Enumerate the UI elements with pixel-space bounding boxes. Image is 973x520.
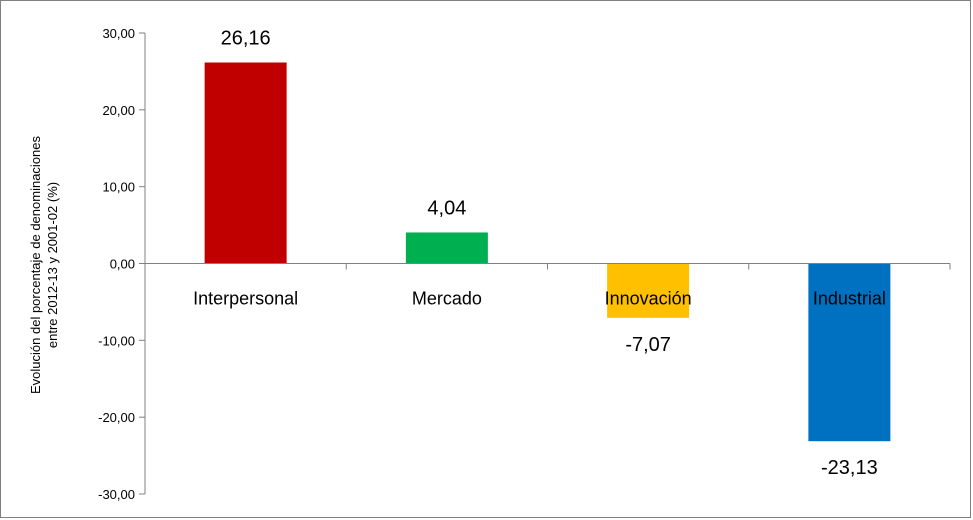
y-tick-label: -30,00	[98, 487, 135, 502]
data-label: 4,04	[427, 197, 466, 219]
category-label: Mercado	[412, 289, 482, 309]
category-label: Industrial	[813, 289, 886, 309]
y-axis-title-line2: entre 2012-13 y 2001-02 (%)	[45, 182, 60, 348]
y-tick-label: 30,00	[102, 26, 135, 41]
data-label: 26,16	[221, 28, 271, 50]
category-label: Interpersonal	[193, 289, 298, 309]
y-axis-title: Evolución del porcentaje de denominacion…	[28, 136, 60, 395]
y-tick-label: -20,00	[98, 410, 135, 425]
data-label: -23,13	[821, 457, 878, 479]
bar-interpersonal	[204, 62, 287, 264]
bar-innovación	[607, 263, 690, 318]
data-label: -7,07	[625, 334, 671, 356]
bars	[204, 62, 891, 442]
y-tick-label: 20,00	[102, 103, 135, 118]
labels: 26,16 Interpersonal 4,04 Mercado -7,07 Innova…	[193, 28, 886, 480]
y-axis-title-line1: Evolución del porcentaje de denominacion…	[28, 136, 43, 395]
x-axis	[144, 263, 951, 270]
y-axis: 30,00 20,00 10,00 0,00 -10,00 -20,00 -30,00	[98, 26, 146, 502]
category-label: Innovación	[605, 289, 692, 309]
bar-mercado	[405, 232, 488, 264]
y-tick-label: -10,00	[98, 333, 135, 348]
bar-industrial	[808, 263, 891, 442]
y-tick-label: 0,00	[110, 257, 135, 272]
y-tick-label: 10,00	[102, 180, 135, 195]
